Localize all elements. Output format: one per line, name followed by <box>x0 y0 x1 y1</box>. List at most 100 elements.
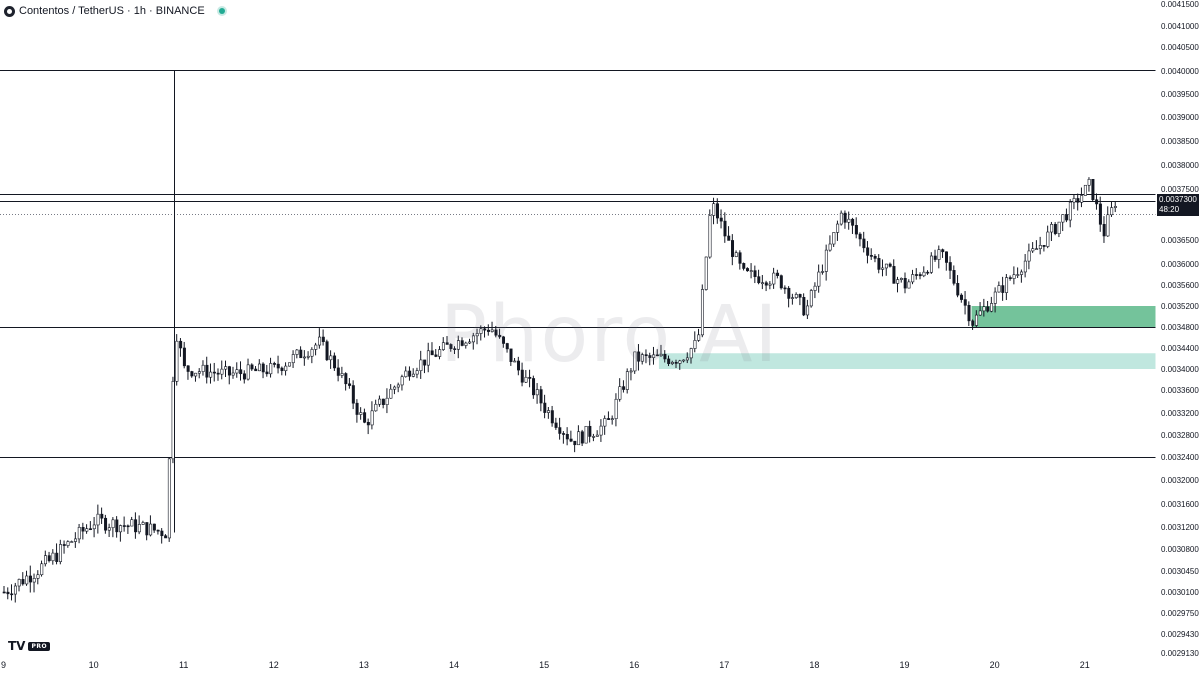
candle-body <box>727 235 731 241</box>
candle-body <box>682 359 686 362</box>
candle-body <box>141 522 145 525</box>
candle-body <box>817 271 821 287</box>
candle-body <box>700 289 704 336</box>
candle-body <box>351 385 355 404</box>
time-tick-label: 10 <box>89 660 99 670</box>
candle-body <box>1023 260 1027 273</box>
candle-body <box>400 376 404 386</box>
candle-body <box>520 369 524 383</box>
symbol-title[interactable]: Contentos / TetherUS · 1h · BINANCE <box>19 5 205 17</box>
candle-body <box>272 363 276 365</box>
candle-body <box>990 303 994 312</box>
candle-body <box>911 274 915 283</box>
candle-body <box>325 341 329 361</box>
candle-body <box>171 381 175 460</box>
price-tick-label: 0.0032800 <box>1161 431 1199 440</box>
candle-body <box>866 247 870 256</box>
candle-body <box>456 340 460 350</box>
candle-body <box>36 574 40 579</box>
market-open-status-icon <box>218 8 225 14</box>
candle-body <box>689 348 693 359</box>
demand-zone-1[interactable] <box>971 306 1156 327</box>
candle-body <box>426 350 430 366</box>
candle-body <box>877 258 881 270</box>
candle-body <box>550 410 554 424</box>
candle-body <box>524 376 528 383</box>
price-tick-label: 0.0032000 <box>1161 476 1199 485</box>
candle-body <box>772 272 776 285</box>
symbol-header[interactable]: Contentos / TetherUS · 1h · BINANCE <box>4 3 225 19</box>
candle-body <box>625 371 629 390</box>
candle-body <box>2 591 6 594</box>
candle-body <box>734 252 738 257</box>
candle-body <box>137 524 141 533</box>
price-tick-label: 0.0035600 <box>1161 281 1199 290</box>
candle-body <box>607 418 611 420</box>
candle-body <box>532 378 536 396</box>
candle-body <box>907 281 911 289</box>
candle-body <box>246 364 250 380</box>
candle-body <box>505 343 509 350</box>
demand-zone-2[interactable] <box>658 353 1156 369</box>
candle-body <box>1095 199 1099 205</box>
price-axis[interactable]: 0.0041500 0.0041000 0.0040500 0.0040000 0.00… <box>1161 0 1199 658</box>
candle-body <box>854 225 858 235</box>
candle-body <box>678 360 682 364</box>
candle-body <box>381 398 385 405</box>
candle-body <box>723 220 727 237</box>
candle-body <box>40 563 44 576</box>
candle-body <box>517 360 521 371</box>
candle-body <box>674 361 678 364</box>
candle-body <box>47 555 51 562</box>
candle-body <box>926 271 930 274</box>
candle-body <box>768 283 772 286</box>
candle-body <box>1091 178 1095 201</box>
candle-body <box>862 238 866 249</box>
candle-body <box>809 290 813 307</box>
candle-body <box>640 354 644 362</box>
tradingview-mark: TV <box>8 639 26 653</box>
price-tick-label: 0.0038500 <box>1161 137 1199 146</box>
price-tick-label: 0.0036500 <box>1161 236 1199 245</box>
candle-body <box>21 579 25 585</box>
price-tick-label: 0.0031200 <box>1161 523 1199 532</box>
candle-body <box>471 335 475 343</box>
time-tick-label: 15 <box>539 660 549 670</box>
tradingview-logo[interactable]: TV PRO <box>8 639 51 653</box>
candle-body <box>873 255 877 259</box>
candle-body <box>975 314 979 326</box>
candle-body <box>220 368 224 375</box>
candle-body <box>629 370 633 373</box>
price-tick-label: 0.0037500 <box>1161 185 1199 194</box>
candle-body <box>982 306 986 312</box>
candle-body <box>119 525 123 533</box>
price-tick-label: 0.0031600 <box>1161 500 1199 509</box>
candle-body <box>670 361 674 364</box>
candle-body <box>70 541 74 543</box>
candle-body <box>577 431 581 446</box>
candle-body <box>201 364 205 372</box>
candle-body <box>235 369 239 374</box>
candle-body <box>415 370 419 375</box>
price-tick-label: 0.0040000 <box>1161 67 1199 76</box>
candle-body <box>17 579 21 587</box>
candle-body <box>858 233 862 240</box>
candle-body <box>1016 274 1020 276</box>
candle-body <box>212 371 216 374</box>
time-axis[interactable]: 9 10 11 12 13 14 15 16 17 18 19 20 21 <box>1 660 1090 670</box>
candle-body <box>764 282 768 286</box>
candle-body <box>580 431 584 444</box>
time-tick-label: 13 <box>359 660 369 670</box>
candle-body <box>209 371 213 378</box>
price-tick-label: 0.0039000 <box>1161 113 1199 122</box>
candle-body <box>197 371 201 374</box>
candle-body <box>847 218 851 223</box>
candle-body <box>182 347 186 367</box>
candle-body <box>224 366 228 370</box>
candle-body <box>1061 214 1065 223</box>
symbol-logo-icon <box>4 5 15 17</box>
time-tick-label: 12 <box>269 660 279 670</box>
candles-layer <box>2 177 1117 603</box>
candle-body <box>884 263 888 269</box>
